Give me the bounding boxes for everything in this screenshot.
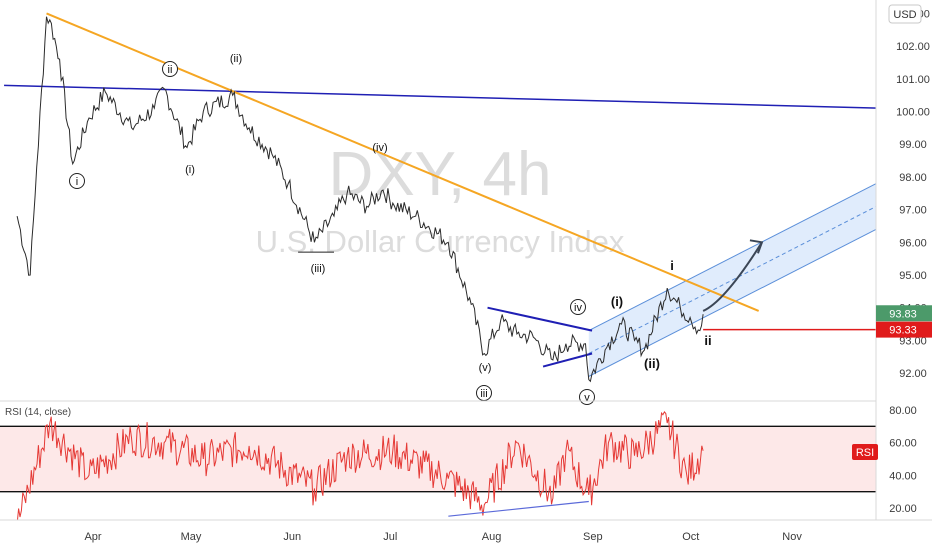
rsi-series-line[interactable] bbox=[16, 411, 704, 525]
price-series-line[interactable] bbox=[16, 16, 704, 383]
rsi-tick-label: 20.00 bbox=[889, 503, 917, 515]
wave-label: ii bbox=[704, 333, 711, 348]
wave-label: iv bbox=[570, 299, 586, 315]
rising-channel-fill bbox=[588, 180, 883, 377]
rsi-tick-label: 40.00 bbox=[889, 470, 917, 482]
rsi-title: RSI (14, close) bbox=[5, 407, 71, 418]
wave-label-text: v bbox=[584, 392, 590, 404]
wave-label-text: (i) bbox=[185, 164, 195, 176]
time-axis-labels: Apr May Jun Jul Aug Sep Oct Nov bbox=[84, 531, 802, 543]
wave-label-circle bbox=[69, 173, 85, 189]
triangle-lower-line[interactable] bbox=[542, 352, 593, 368]
wave-label: (v) bbox=[479, 362, 492, 374]
rsi-tick-label: 60.00 bbox=[889, 438, 917, 450]
projection-arrowhead bbox=[749, 239, 764, 254]
time-tick-label: Oct bbox=[682, 531, 699, 543]
price-tag-label: 93.33 bbox=[889, 325, 917, 337]
rsi-axis-labels: 80.00 60.00 40.00 20.00 bbox=[889, 405, 917, 515]
price-tag-bg bbox=[876, 321, 932, 338]
price-tick-label: 93.00 bbox=[899, 335, 927, 347]
wave-label-text: ii bbox=[168, 64, 173, 76]
time-tick-label: Nov bbox=[782, 531, 802, 543]
time-tick-label: Jun bbox=[283, 531, 301, 543]
wave-label: i bbox=[69, 173, 85, 189]
rsi-tick-label: 80.00 bbox=[889, 405, 917, 417]
wave-label-text: (ii) bbox=[644, 356, 660, 371]
price-tick-label: 100.00 bbox=[896, 107, 930, 119]
price-tag-bg bbox=[876, 305, 932, 322]
price-tick-label: 102.00 bbox=[896, 41, 930, 53]
price-tick-label: 98.00 bbox=[899, 172, 927, 184]
price-pane[interactable] bbox=[0, 0, 875, 400]
rsi-badge-bg bbox=[852, 444, 878, 460]
price-tick-label: 92.00 bbox=[899, 368, 927, 380]
wave-label-text: (v) bbox=[479, 362, 492, 374]
wave-label: iii bbox=[476, 385, 492, 401]
price-tick-label: 95.00 bbox=[899, 270, 927, 282]
price-tags: 93.83 93.33 bbox=[876, 305, 932, 338]
wave-label: i bbox=[670, 258, 674, 273]
wave-label-text: iv bbox=[574, 302, 582, 314]
triangle-upper-line[interactable] bbox=[487, 306, 593, 332]
wave-label-text: i bbox=[670, 258, 674, 273]
projection-arrow[interactable] bbox=[702, 241, 763, 312]
wave-label: (ii) bbox=[644, 356, 660, 371]
wave-label-text: (iv) bbox=[372, 142, 387, 154]
time-tick-label: Jul bbox=[383, 531, 397, 543]
currency-button[interactable] bbox=[888, 4, 922, 24]
time-tick-label: Apr bbox=[84, 531, 101, 543]
time-tick-label: Aug bbox=[482, 531, 502, 543]
time-tick-label: May bbox=[181, 531, 202, 543]
wave-label: ii bbox=[162, 61, 178, 77]
wave-label-text: ii bbox=[704, 333, 711, 348]
price-tag-label: 93.83 bbox=[889, 308, 917, 320]
wave-label-circle bbox=[162, 61, 178, 77]
price-tick-label: 97.00 bbox=[899, 205, 927, 217]
price-tick-label: 99.00 bbox=[899, 139, 927, 151]
rsi-divergence-line[interactable] bbox=[448, 500, 589, 517]
price-tick-label: 101.00 bbox=[896, 74, 930, 86]
time-axis[interactable] bbox=[0, 520, 876, 550]
price-axis[interactable] bbox=[876, 0, 932, 520]
channel-upper-line[interactable] bbox=[588, 179, 884, 332]
currency-button-label: USD bbox=[893, 9, 916, 21]
wave-label: v bbox=[579, 389, 595, 405]
wave-label-text: iii bbox=[480, 388, 487, 400]
wave-label: (i) bbox=[185, 164, 195, 176]
wave-label: (iv) bbox=[372, 142, 387, 154]
wave-label-circle bbox=[570, 299, 586, 315]
channel-median-line bbox=[588, 202, 884, 354]
price-tick-label: 96.00 bbox=[899, 237, 927, 249]
wave-label: (ii) bbox=[230, 53, 242, 65]
rsi-badge: RSI bbox=[856, 447, 874, 459]
wave-label: (i) bbox=[611, 294, 623, 309]
watermark-symbol: DXY, 4h bbox=[329, 140, 552, 209]
wave-label-text: (i) bbox=[611, 294, 623, 309]
wave-label-text: i bbox=[76, 176, 78, 188]
wave-label: (iii) bbox=[311, 263, 326, 275]
wave-label-text: (ii) bbox=[230, 53, 242, 65]
wave-label-text: (iii) bbox=[311, 263, 326, 275]
time-tick-label: Sep bbox=[583, 531, 603, 543]
horizontal-trend-line[interactable] bbox=[4, 84, 883, 109]
